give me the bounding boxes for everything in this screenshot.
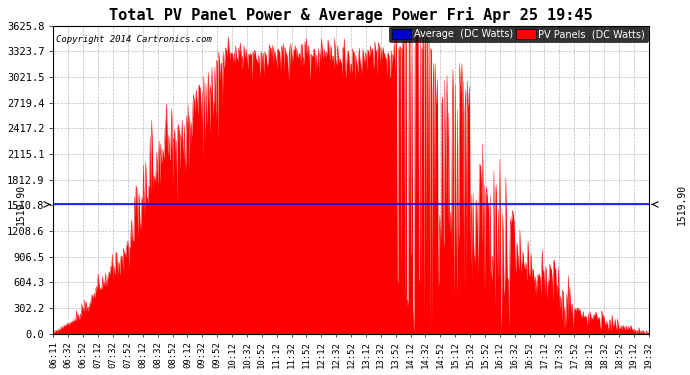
Text: 1519.90: 1519.90 <box>676 184 687 225</box>
Text: 1519.90: 1519.90 <box>16 184 26 225</box>
Legend: Average  (DC Watts), PV Panels  (DC Watts): Average (DC Watts), PV Panels (DC Watts) <box>389 27 648 42</box>
Text: Copyright 2014 Cartronics.com: Copyright 2014 Cartronics.com <box>57 35 213 44</box>
Title: Total PV Panel Power & Average Power Fri Apr 25 19:45: Total PV Panel Power & Average Power Fri… <box>109 7 593 23</box>
